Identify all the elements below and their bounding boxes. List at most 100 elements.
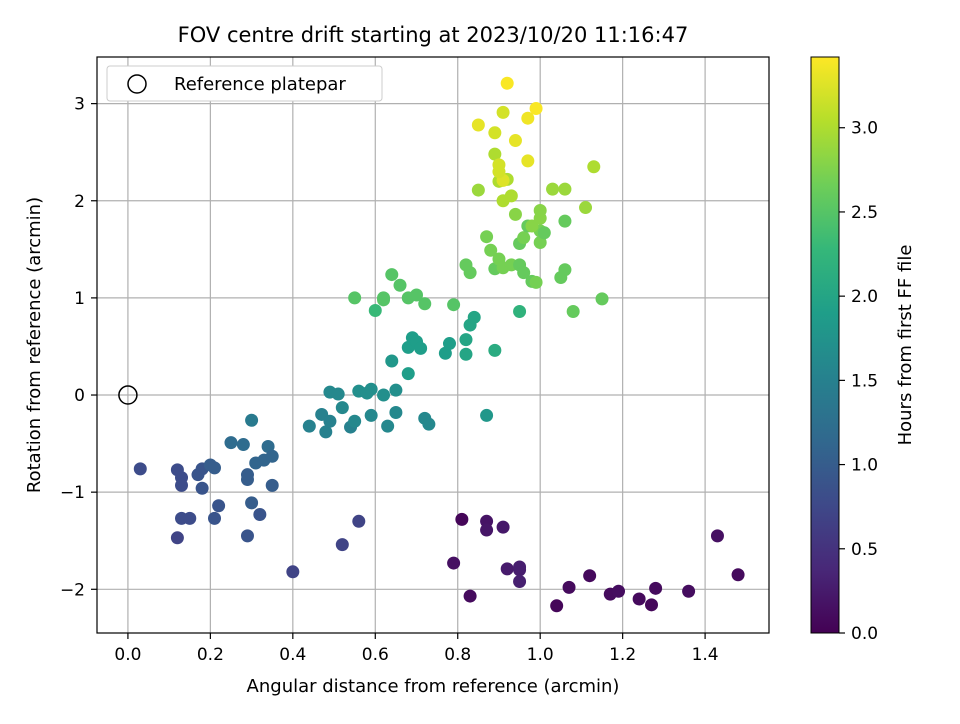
grid-layer: [97, 57, 769, 633]
colorbar-tick-label: 1.5: [851, 371, 878, 391]
scatter-point: [455, 512, 469, 526]
scatter-point: [401, 367, 415, 381]
scatter-point: [335, 401, 349, 415]
points-layer: [133, 76, 745, 613]
scatter-point: [612, 584, 626, 598]
scatter-point: [480, 408, 494, 422]
scatter-point: [550, 599, 564, 613]
scatter-point: [381, 419, 395, 433]
scatter-point: [480, 230, 494, 244]
scatter-point: [682, 584, 696, 598]
colorbar: 0.0 0.5 1.0 1.5 2.0 2.5 3.0 Hours from first F…: [810, 56, 916, 644]
x-tick-label: 0.4: [279, 645, 306, 665]
scatter-point: [207, 511, 221, 525]
plot-frame: [96, 56, 770, 634]
scatter-point: [546, 182, 560, 196]
scatter-point: [649, 581, 663, 595]
scatter-point: [385, 354, 399, 368]
x-tick-label: 0.0: [114, 645, 141, 665]
scatter-point: [504, 189, 518, 203]
scatter-point: [418, 297, 432, 311]
x-tick-label: 1.0: [527, 645, 554, 665]
scatter-point: [302, 419, 316, 433]
scatter-point: [224, 436, 238, 450]
scatter-point: [537, 226, 551, 240]
colorbar-ticks: 0.0 0.5 1.0 1.5 2.0 2.5 3.0: [839, 119, 878, 644]
scatter-point: [529, 275, 543, 289]
scatter-point: [558, 263, 572, 277]
scatter-point: [335, 538, 349, 552]
plot-background: [97, 57, 769, 633]
scatter-point: [261, 440, 275, 454]
scatter-point: [385, 268, 399, 282]
scatter-point: [463, 589, 477, 603]
scatter-point: [595, 292, 609, 306]
scatter-point: [513, 575, 527, 589]
scatter-point: [364, 408, 378, 422]
scatter-point: [352, 514, 366, 528]
scatter-point: [496, 105, 510, 119]
scatter-point: [517, 231, 531, 245]
scatter-point: [579, 201, 593, 215]
scatter-point: [459, 347, 473, 361]
x-tick-label: 0.8: [444, 645, 471, 665]
scatter-point: [348, 414, 362, 428]
scatter-point: [286, 565, 300, 579]
scatter-point: [364, 382, 378, 396]
scatter-point: [645, 598, 659, 612]
scatter-point: [265, 478, 279, 492]
colorbar-tick-label: 0.0: [851, 624, 878, 644]
scatter-point: [513, 304, 527, 318]
scatter-point: [583, 569, 597, 583]
scatter-point: [500, 76, 514, 90]
colorbar-tick-label: 2.5: [851, 203, 878, 223]
y-tick-label: 2: [74, 192, 85, 212]
scatter-point: [562, 580, 576, 594]
scatter-point: [471, 118, 485, 132]
scatter-point: [508, 134, 522, 148]
scatter-point: [253, 507, 267, 521]
scatter-point: [529, 101, 543, 115]
scatter-point: [207, 461, 221, 475]
scatter-point: [447, 556, 461, 570]
colorbar-tick-label: 2.0: [851, 287, 878, 307]
y-tick-label: −1: [60, 483, 85, 503]
scatter-point: [414, 341, 428, 355]
scatter-point: [467, 310, 481, 324]
scatter-point: [488, 147, 502, 161]
scatter-point: [245, 413, 259, 427]
colorbar-tick-label: 0.5: [851, 540, 878, 560]
scatter-point: [488, 126, 502, 140]
scatter-point: [533, 236, 547, 250]
y-tick-label: 3: [74, 95, 85, 115]
scatter-point: [410, 288, 424, 302]
scatter-point: [170, 531, 184, 545]
x-tick-label: 0.6: [362, 645, 389, 665]
scatter-point: [265, 449, 279, 463]
x-axis-label: Angular distance from reference (arcmin): [247, 676, 620, 697]
scatter-point: [195, 481, 209, 495]
reference-marker: [118, 385, 138, 405]
x-axis: 0.0 0.2 0.4 0.6 0.8 1.0 1.2 1.4: [114, 633, 719, 665]
scatter-point: [442, 337, 456, 351]
scatter-point: [587, 160, 601, 174]
y-axis-label: Rotation from reference (arcmin): [24, 197, 45, 493]
colorbar-tick-label: 3.0: [851, 119, 878, 139]
scatter-point: [331, 387, 345, 401]
scatter-point: [710, 529, 724, 543]
scatter-point: [183, 511, 197, 525]
scatter-point: [133, 462, 147, 476]
scatter-point: [240, 529, 254, 543]
scatter-point: [319, 425, 333, 439]
scatter-point: [438, 346, 452, 360]
scatter-point: [348, 291, 362, 305]
scatter-point: [459, 333, 473, 347]
scatter-point: [240, 473, 254, 487]
chart-title: FOV centre drift starting at 2023/10/20 …: [178, 23, 689, 47]
scatter-point: [496, 520, 510, 534]
scatter-point: [558, 182, 572, 196]
scatter-point: [500, 562, 514, 576]
x-tick-label: 1.2: [609, 645, 636, 665]
